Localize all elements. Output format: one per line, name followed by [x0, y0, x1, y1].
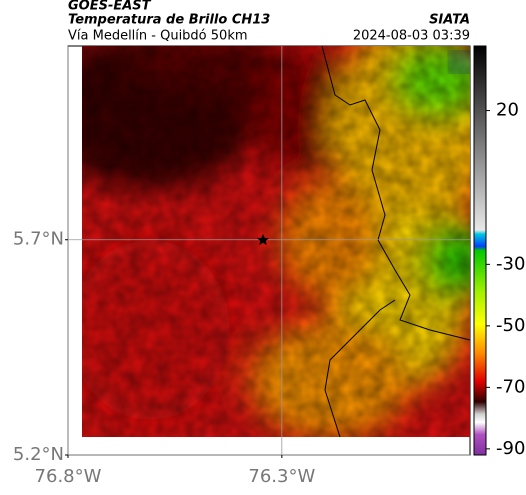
source: SIATA: [429, 13, 470, 28]
colorbar: [473, 45, 487, 456]
lon-tick-label: 76.8°W: [35, 466, 102, 487]
colorbar-tick-label: -50: [496, 315, 525, 336]
location-marker: [257, 234, 269, 246]
route: Vía Medellín - Quibdó 50km: [68, 29, 248, 44]
colorbar-tick-label: -90: [496, 438, 525, 459]
lat-tick-label: 5.2°N: [13, 444, 64, 465]
timestamp: 2024-08-03 03:39: [353, 29, 470, 44]
title: GOES-EAST: [68, 0, 152, 14]
border: [321, 46, 470, 437]
colorbar-tick-label: 20: [496, 100, 519, 121]
lat-tick-label: 5.7°N: [13, 229, 64, 250]
satellite-image: [82, 46, 470, 437]
subtitle: Temperatura de Brillo CH13: [68, 13, 270, 28]
colorbar-tick-label: -30: [496, 253, 525, 274]
colorbar-tick-label: -70: [496, 376, 525, 397]
header: GOES-EAST Temperatura de Brillo CH13 SIA…: [68, 0, 470, 44]
lon-tick-label: 76.3°W: [248, 466, 315, 487]
grid: [67, 46, 470, 456]
